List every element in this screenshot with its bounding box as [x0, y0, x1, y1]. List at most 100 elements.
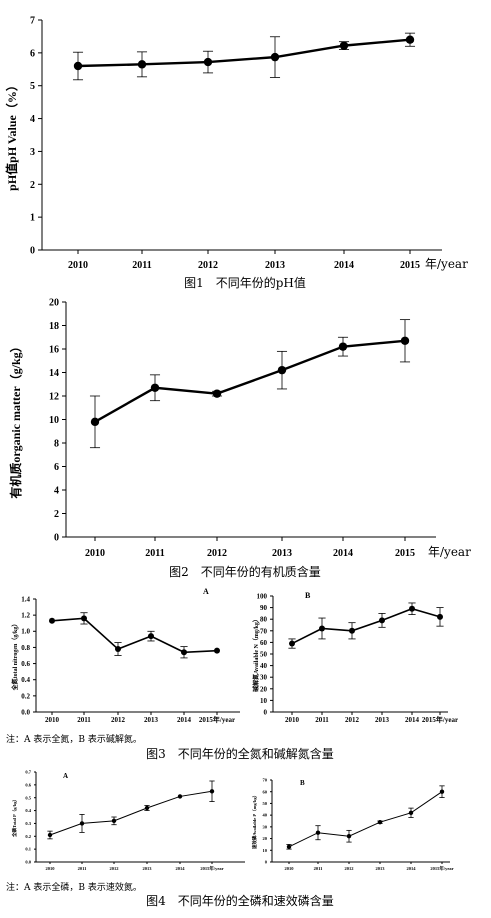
y-axis-title: 全氮total nitrogen（g/kg） [11, 621, 19, 692]
data-point [137, 60, 147, 69]
x-tick-label: 2010 [45, 716, 60, 724]
y-tick-label: 0.1 [25, 847, 31, 852]
panel-title: B [300, 779, 305, 787]
data-point [209, 789, 215, 794]
y-tick-label: 1.0 [21, 628, 30, 636]
y-tick-label: 0.8 [21, 644, 30, 652]
data-point [177, 794, 183, 799]
y-tick-label: 60 [263, 789, 268, 794]
y-tick-label: 100 [257, 592, 268, 600]
y-tick-label: 12 [49, 392, 59, 403]
x-tick-label: 2011 [315, 716, 329, 724]
x-tick-label: 2012 [110, 866, 120, 871]
y-tick-label: 0.0 [25, 860, 31, 865]
y-tick-label: 10 [49, 415, 59, 426]
y-tick-label: 14 [49, 368, 59, 379]
data-point [90, 417, 100, 427]
x-tick-label: 2014 [177, 716, 192, 724]
y-tick-label: 0 [54, 533, 59, 544]
data-point [346, 834, 352, 839]
y-tick-label: 0.5 [25, 795, 31, 800]
y-tick-label: 20 [49, 298, 59, 309]
series-line [291, 607, 441, 645]
data-point [338, 342, 348, 351]
x-tick-label: 2014 [176, 866, 186, 871]
data-point [409, 605, 415, 612]
x-tick-label: 2013 [376, 866, 386, 871]
x-tick-label: 2015年/year [430, 865, 453, 872]
y-tick-label: 0 [264, 708, 268, 716]
x-tick-label: 2010 [85, 548, 105, 559]
y-axis-title: 速效磷Available P（mg/kg） [251, 793, 258, 849]
y-tick-label: 6 [54, 462, 59, 473]
y-tick-label: 30 [260, 674, 268, 682]
series-line [51, 617, 218, 654]
x-tick-label: 2012 [198, 260, 218, 271]
y-tick-label: 90 [260, 604, 268, 612]
x-tick-label: 2012 [111, 716, 126, 724]
y-axis-title: 有机质organic matter（g/kg） [8, 340, 23, 498]
y-axis-title: pH值pH Value（%） [4, 79, 19, 191]
x-tick-label: 2012 [207, 548, 227, 559]
figure-1-ph-chart: 0 1 2 3 4 5 6 7 2010 2011 2012 2013 2014 2015 年/year pH… [4, 16, 468, 272]
data-point [214, 647, 220, 654]
x-tick-label: 2010 [68, 260, 88, 271]
y-tick-label: 0.3 [25, 821, 31, 826]
x-tick-label: 2015年/year [199, 715, 235, 724]
x-tick-label: 2015 [395, 548, 415, 559]
x-tick-label: 2013 [272, 548, 292, 559]
x-axis-unit: 年/year [425, 257, 468, 271]
y-tick-label: 8 [54, 439, 59, 450]
x-tick-label: 2012 [345, 716, 360, 724]
y-tick-label: 70 [263, 778, 268, 783]
data-point [377, 819, 383, 825]
y-tick-label: 20 [263, 836, 268, 841]
figure-4-caption: 图4 不同年份的全磷和速效磷含量 [146, 893, 334, 908]
data-point [379, 617, 385, 624]
data-point [111, 818, 117, 824]
data-point [203, 57, 213, 67]
series-line [77, 38, 411, 68]
y-tick-label: 40 [263, 813, 268, 818]
x-tick-label: 2011 [132, 260, 151, 271]
data-point [400, 336, 410, 345]
data-point [439, 789, 445, 794]
figure-3-caption: 图3 不同年份的全氮和碱解氮含量 [146, 746, 334, 761]
data-point [150, 383, 160, 392]
x-tick-label: 2011 [78, 866, 88, 871]
y-tick-label: 10 [263, 848, 268, 853]
data-point [144, 805, 150, 811]
y-tick-label: 0.7 [25, 770, 31, 775]
data-point [270, 52, 280, 62]
data-point [49, 617, 55, 624]
y-tick-label: 16 [49, 345, 59, 356]
x-tick-label: 2010 [285, 866, 295, 871]
x-tick-label: 2014 [407, 866, 417, 871]
y-tick-label: 1 [30, 213, 35, 224]
data-point [408, 810, 414, 815]
data-point [405, 35, 415, 44]
y-tick-label: 30 [263, 824, 268, 829]
x-axis-unit: 年/year [428, 545, 471, 559]
y-tick-label: 0.2 [25, 834, 31, 839]
data-point [286, 844, 292, 849]
data-point [289, 640, 295, 647]
y-tick-label: 80 [260, 616, 268, 624]
panel-title: A [203, 587, 209, 596]
y-tick-label: 1.2 [21, 612, 30, 620]
data-point [349, 627, 355, 634]
y-tick-label: 4 [30, 114, 35, 125]
x-tick-label: 2014 [333, 548, 353, 559]
y-axis-title: 碱解氮Available N（mg/kg） [252, 616, 260, 692]
y-tick-label: 0 [265, 860, 268, 865]
y-tick-label: 2 [54, 509, 59, 520]
figure-2-organic-matter-chart: 0 2 4 6 8 10 12 14 16 18 20 2010 2011 2012 2013 2014 201… [8, 298, 471, 560]
data-point [212, 389, 222, 398]
y-tick-label: 0.2 [21, 692, 30, 700]
x-tick-label: 2014 [405, 716, 420, 724]
data-point [73, 61, 83, 71]
data-point [437, 613, 443, 620]
y-tick-label: 3 [30, 147, 35, 158]
y-tick-label: 70 [260, 627, 268, 635]
